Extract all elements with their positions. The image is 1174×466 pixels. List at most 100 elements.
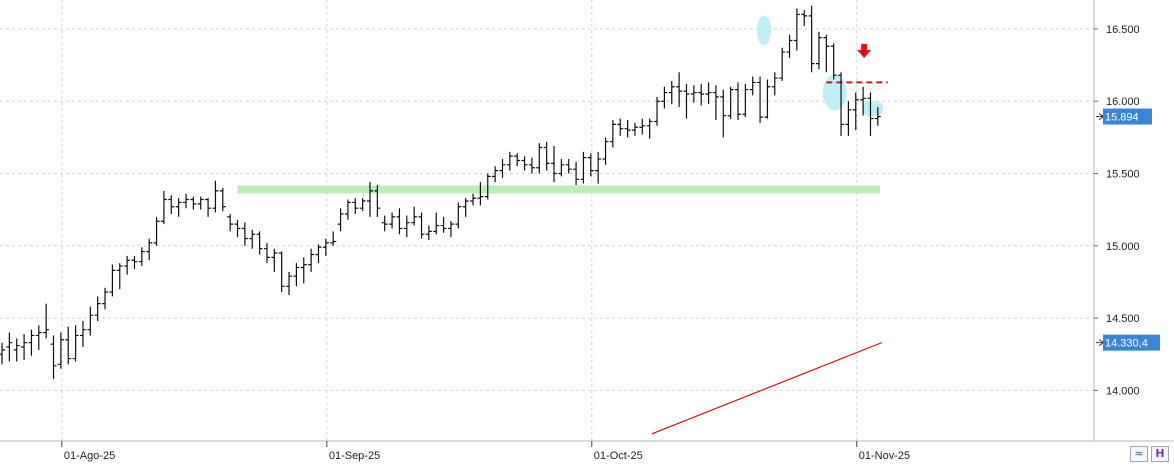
x-axis: 01-Ago-25 01-Sep-25 01-Oct-25 01-Nov-25 bbox=[61, 441, 910, 462]
ohlc-bar bbox=[727, 86, 734, 119]
ohlc-bar bbox=[823, 34, 830, 73]
ohlc-bar bbox=[344, 199, 351, 220]
ohlc-bar bbox=[102, 287, 109, 310]
ohlc-bar bbox=[315, 244, 322, 264]
ohlc-bar bbox=[13, 338, 20, 362]
ma-value-label: 14.330,4 bbox=[1105, 338, 1148, 350]
ohlc-bar bbox=[389, 212, 396, 229]
ohlc-bar bbox=[867, 92, 874, 136]
ohlc-bar bbox=[492, 166, 499, 183]
ohlc-bar bbox=[440, 216, 447, 233]
price-bars bbox=[0, 5, 881, 379]
ohlc-bar bbox=[374, 185, 381, 217]
support-band bbox=[237, 185, 880, 194]
highlight-ellipse bbox=[757, 15, 772, 46]
ohlc-bar bbox=[0, 342, 5, 365]
ohlc-bar bbox=[609, 120, 616, 148]
last-price-label: 15.894 bbox=[1105, 112, 1139, 124]
ohlc-bar bbox=[263, 242, 270, 264]
y-tick-label: 16.500 bbox=[1106, 24, 1140, 36]
ohlc-bar bbox=[28, 329, 35, 356]
ohlc-bar bbox=[43, 303, 50, 339]
ohlc-bar bbox=[587, 153, 594, 177]
ohlc-bar bbox=[683, 83, 690, 119]
highlight-ellipse bbox=[861, 100, 884, 117]
ohlc-bar bbox=[455, 202, 462, 229]
ohlc-bar bbox=[830, 43, 837, 80]
ohlc-bar bbox=[595, 151, 602, 184]
ohlc-bar bbox=[749, 76, 756, 96]
ohlc-bar bbox=[205, 198, 212, 217]
ohlc-bar bbox=[183, 193, 189, 209]
ohlc-bar bbox=[580, 151, 587, 184]
ohlc-bar bbox=[565, 159, 572, 174]
x-tick-label: 01-Nov-25 bbox=[859, 450, 910, 462]
y-tick-label: 15.000 bbox=[1106, 241, 1140, 253]
ohlc-bar bbox=[668, 80, 675, 105]
ohlc-bar bbox=[403, 215, 410, 238]
ohlc-bar bbox=[793, 8, 800, 51]
ohlc-bar bbox=[219, 187, 226, 212]
ohlc-bar bbox=[506, 151, 513, 171]
ohlc-bar bbox=[690, 85, 697, 103]
collapse-chevron-icon[interactable]: ≈ bbox=[1130, 446, 1148, 462]
ohlc-bar bbox=[646, 118, 653, 139]
highlight-ellipse bbox=[822, 74, 847, 111]
ohlc-bar bbox=[197, 196, 204, 210]
ohlc-bar bbox=[521, 156, 528, 171]
grid bbox=[0, 0, 1094, 441]
ohlc-bar bbox=[160, 190, 167, 225]
ohlc-bar bbox=[381, 215, 388, 232]
ohlc-bar bbox=[50, 335, 57, 379]
ohlc-bar bbox=[87, 306, 94, 336]
ohlc-bar bbox=[860, 86, 867, 116]
ohlc-bar bbox=[124, 255, 131, 275]
h-toggle-icon[interactable]: H bbox=[1151, 446, 1169, 462]
ohlc-bar bbox=[698, 83, 705, 106]
ohlc-bar bbox=[146, 238, 153, 261]
ohlc-bar bbox=[79, 320, 86, 348]
ohlc-bar bbox=[470, 193, 477, 206]
ohlc-bar bbox=[558, 159, 565, 177]
ohlc-bar bbox=[322, 238, 329, 256]
ohlc-bar bbox=[779, 47, 786, 81]
x-tick-label: 01-Ago-25 bbox=[64, 450, 115, 462]
ohlc-bar bbox=[845, 101, 852, 136]
ohlc-bar bbox=[624, 120, 631, 138]
annotations bbox=[237, 15, 888, 194]
ohlc-bar bbox=[425, 225, 432, 241]
ohlc-bar bbox=[256, 231, 263, 255]
ohlc-bar bbox=[308, 248, 315, 272]
ohlc-bar bbox=[742, 83, 749, 118]
x-tick-label: 01-Oct-25 bbox=[594, 450, 643, 462]
ohlc-bar bbox=[411, 206, 418, 226]
ohlc-bar bbox=[764, 79, 771, 119]
ohlc-bar bbox=[6, 332, 13, 362]
ohlc-bar bbox=[227, 213, 234, 232]
ohlc-bar bbox=[661, 86, 668, 109]
ohlc-bar bbox=[249, 229, 256, 249]
ohlc-bar bbox=[367, 182, 373, 217]
ohlc-bar bbox=[109, 264, 116, 297]
ohlc-bar bbox=[337, 208, 344, 232]
ohlc-bar bbox=[808, 5, 815, 73]
ohlc-bar bbox=[212, 180, 219, 213]
x-tick-label: 01-Sep-25 bbox=[329, 450, 380, 462]
ohlc-bar bbox=[359, 198, 366, 212]
ohlc-bar bbox=[815, 31, 822, 70]
y-tick-label: 16.000 bbox=[1106, 96, 1140, 108]
ohlc-bar bbox=[874, 106, 881, 126]
ohlc-bar bbox=[168, 195, 175, 214]
ohlc-bar bbox=[536, 143, 543, 174]
ohlc-bar bbox=[462, 198, 469, 217]
moving-average-line bbox=[651, 342, 883, 435]
ohlc-bar bbox=[654, 96, 661, 126]
ohlc-bar bbox=[175, 198, 182, 217]
ohlc-bar bbox=[241, 222, 248, 246]
ohlc-bar bbox=[396, 208, 403, 235]
ohlc-bar bbox=[786, 34, 793, 58]
ohlc-bar bbox=[447, 221, 454, 238]
value-labels: 15.894 14.330,4 bbox=[1096, 108, 1160, 351]
